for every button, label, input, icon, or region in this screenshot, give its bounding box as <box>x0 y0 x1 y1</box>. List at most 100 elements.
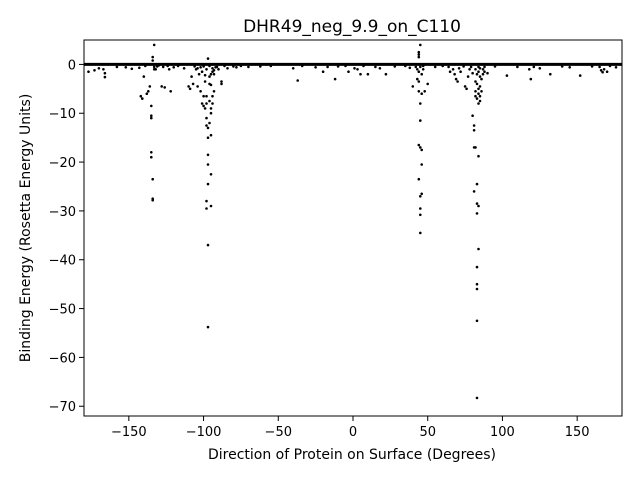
data-point <box>208 99 211 103</box>
data-point <box>291 67 295 70</box>
data-point <box>199 90 202 93</box>
data-point <box>208 75 211 78</box>
data-point <box>419 207 422 210</box>
data-point <box>300 64 304 68</box>
data-point <box>475 319 479 323</box>
y-tick-label: −50 <box>49 303 76 318</box>
data-point <box>144 64 147 68</box>
data-point <box>421 64 425 68</box>
chart-title: DHR49_neg_9.9_on_C110 <box>243 17 461 37</box>
data-point <box>145 92 149 95</box>
data-point <box>578 74 582 77</box>
data-point <box>232 65 235 68</box>
data-point <box>471 71 474 75</box>
data-point <box>188 87 192 91</box>
data-point <box>93 69 96 72</box>
data-point <box>269 64 273 68</box>
data-point <box>419 65 422 69</box>
data-point <box>206 57 210 60</box>
data-point <box>212 72 216 76</box>
data-point <box>215 65 219 69</box>
data-point <box>475 287 479 291</box>
data-point <box>152 65 156 69</box>
data-point <box>417 143 421 147</box>
data-point <box>472 190 476 193</box>
data-point <box>362 64 365 68</box>
data-point <box>314 66 317 69</box>
data-point <box>209 173 213 176</box>
data-point <box>516 65 519 69</box>
data-point <box>152 43 156 47</box>
data-point <box>465 87 468 91</box>
data-point <box>206 153 210 157</box>
data-point <box>474 68 477 71</box>
data-point <box>209 83 213 87</box>
x-tick-label: −100 <box>186 425 222 440</box>
y-axis-ticks: 0 −10 −20 −30 −40 −50 −60 −70 <box>49 58 84 415</box>
data-point <box>359 72 362 76</box>
data-point <box>150 151 153 154</box>
data-point <box>475 97 479 100</box>
data-point <box>480 90 483 93</box>
data-point <box>493 65 497 68</box>
data-point <box>151 59 154 62</box>
data-point <box>205 124 208 127</box>
data-point <box>408 66 412 70</box>
data-point <box>211 67 214 70</box>
y-tick-label: −70 <box>49 400 76 415</box>
data-point <box>366 72 370 76</box>
data-point <box>419 231 422 235</box>
data-point <box>393 65 397 68</box>
data-point <box>417 55 421 59</box>
data-point <box>220 82 223 86</box>
data-point <box>483 65 486 69</box>
y-tick-label: −10 <box>49 107 76 122</box>
data-point <box>474 94 477 98</box>
data-point <box>217 68 220 71</box>
data-point <box>478 94 482 98</box>
data-point <box>163 86 166 89</box>
data-point <box>378 67 382 70</box>
x-tick-label: 0 <box>349 425 357 440</box>
data-point <box>211 94 214 98</box>
data-point <box>97 67 101 70</box>
data-point <box>475 265 479 269</box>
data-point <box>480 77 483 81</box>
data-point <box>475 212 479 215</box>
data-point <box>417 50 421 54</box>
data-point <box>478 99 482 103</box>
data-point <box>344 64 347 68</box>
data-point <box>176 64 180 68</box>
y-tick-label: −60 <box>49 351 76 366</box>
data-point <box>356 68 359 71</box>
data-point <box>182 67 186 70</box>
data-point <box>477 102 480 105</box>
data-point <box>478 67 482 70</box>
y-axis-label: Binding Energy (Rosetta Energy Units) <box>18 94 34 363</box>
data-point <box>462 65 465 68</box>
data-point <box>417 90 421 93</box>
data-point <box>475 72 479 76</box>
data-point <box>139 94 143 98</box>
data-point <box>220 80 223 83</box>
data-point <box>199 66 202 69</box>
data-point <box>483 70 486 73</box>
data-point <box>477 247 480 251</box>
data-point <box>206 182 210 186</box>
x-tick-label: 100 <box>490 425 515 440</box>
data-point <box>419 102 422 105</box>
data-point <box>154 68 157 71</box>
data-point <box>414 65 418 69</box>
data-point <box>196 85 199 88</box>
data-point <box>247 65 250 69</box>
data-point <box>453 72 456 76</box>
data-point <box>486 71 489 75</box>
data-point <box>420 148 424 152</box>
data-point <box>150 104 153 108</box>
data-point <box>223 64 226 68</box>
data-point <box>226 67 229 70</box>
data-point <box>102 68 105 71</box>
data-point <box>560 65 564 68</box>
data-point <box>475 82 479 86</box>
